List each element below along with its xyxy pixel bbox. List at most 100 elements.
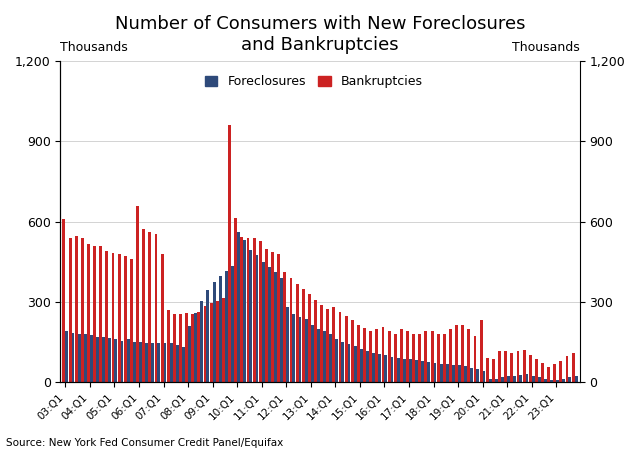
Bar [237, 232, 240, 382]
Bar [259, 241, 262, 382]
Bar [130, 259, 133, 382]
Bar [320, 305, 323, 382]
Bar [501, 377, 504, 382]
Bar [93, 246, 96, 382]
Bar [182, 347, 185, 382]
Bar [120, 341, 124, 382]
Bar [385, 356, 387, 382]
Bar [400, 329, 403, 382]
Bar [124, 256, 127, 382]
Bar [339, 312, 342, 382]
Bar [277, 254, 280, 382]
Bar [167, 310, 170, 382]
Bar [317, 328, 320, 382]
Bar [246, 238, 250, 382]
Bar [311, 325, 314, 382]
Bar [470, 368, 473, 382]
Bar [390, 357, 394, 382]
Bar [207, 290, 209, 382]
Bar [406, 331, 409, 382]
Bar [106, 251, 108, 382]
Bar [504, 351, 507, 382]
Bar [198, 312, 200, 382]
Bar [498, 351, 501, 382]
Bar [513, 376, 516, 382]
Bar [210, 303, 212, 382]
Bar [461, 325, 464, 382]
Bar [225, 271, 228, 382]
Bar [139, 342, 142, 382]
Bar [357, 325, 360, 382]
Bar [84, 334, 86, 382]
Bar [151, 342, 154, 382]
Bar [68, 238, 72, 382]
Bar [154, 234, 157, 382]
Bar [96, 337, 99, 382]
Bar [409, 360, 412, 382]
Bar [507, 376, 510, 382]
Bar [428, 362, 430, 382]
Bar [157, 342, 160, 382]
Bar [127, 339, 130, 382]
Bar [376, 329, 378, 382]
Bar [381, 327, 385, 382]
Bar [388, 331, 390, 382]
Bar [308, 294, 311, 382]
Bar [219, 276, 221, 382]
Bar [234, 218, 237, 382]
Bar [216, 301, 219, 382]
Bar [280, 278, 283, 382]
Bar [228, 125, 231, 382]
Bar [133, 342, 136, 382]
Bar [170, 343, 173, 382]
Bar [292, 314, 295, 382]
Bar [204, 306, 207, 382]
Bar [467, 329, 470, 382]
Bar [415, 360, 418, 382]
Bar [212, 282, 216, 382]
Bar [433, 363, 436, 382]
Bar [489, 379, 492, 382]
Bar [271, 252, 274, 382]
Bar [372, 353, 375, 382]
Bar [566, 356, 568, 382]
Bar [298, 317, 301, 382]
Bar [492, 359, 495, 382]
Bar [440, 364, 442, 382]
Bar [77, 334, 81, 382]
Bar [455, 325, 458, 382]
Bar [458, 365, 461, 382]
Bar [332, 307, 335, 382]
Bar [476, 369, 479, 382]
Bar [397, 358, 399, 382]
Bar [222, 298, 225, 382]
Bar [559, 361, 563, 382]
Bar [348, 344, 351, 382]
Bar [474, 336, 476, 382]
Bar [525, 374, 529, 382]
Bar [436, 333, 440, 382]
Bar [538, 378, 541, 382]
Bar [541, 363, 544, 382]
Bar [431, 331, 433, 382]
Bar [250, 250, 252, 382]
Bar [329, 334, 332, 382]
Bar [369, 331, 372, 382]
Bar [345, 316, 348, 382]
Bar [314, 300, 317, 382]
Bar [148, 232, 151, 382]
Bar [550, 380, 553, 382]
Bar [142, 229, 145, 382]
Bar [443, 333, 446, 382]
Bar [274, 272, 277, 382]
Bar [191, 314, 194, 382]
Bar [63, 219, 65, 382]
Bar [200, 301, 204, 382]
Bar [145, 342, 148, 382]
Bar [547, 367, 550, 382]
Bar [342, 342, 344, 382]
Bar [575, 376, 577, 382]
Bar [323, 331, 326, 382]
Bar [464, 366, 467, 382]
Bar [176, 345, 179, 382]
